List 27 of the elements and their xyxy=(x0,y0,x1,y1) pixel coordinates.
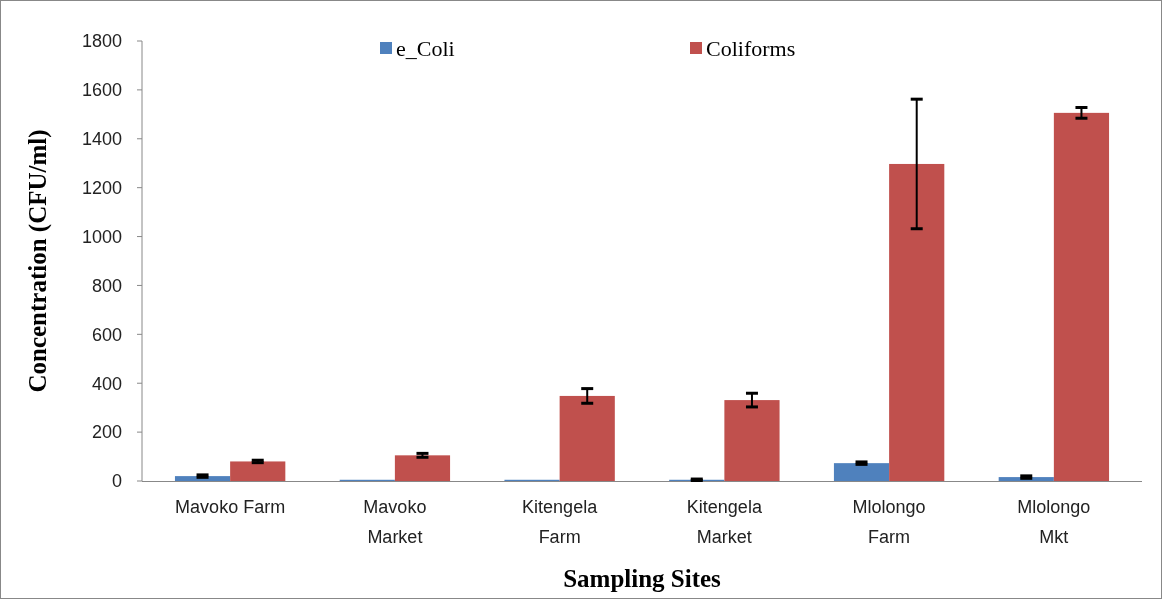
y-axis-title: Concentration (CFU/ml) xyxy=(24,129,52,393)
y-tick-label: 1600 xyxy=(81,80,122,101)
bar xyxy=(230,461,286,481)
bar xyxy=(724,400,780,481)
y-tick-label: 0 xyxy=(111,471,122,492)
x-tick-label: Mavoko Farm xyxy=(175,497,286,517)
y-tick-label: 200 xyxy=(91,422,122,443)
x-tick-label: Mlolongo Mkt xyxy=(1017,497,1091,547)
bar xyxy=(833,463,890,481)
y-tick-label: 1800 xyxy=(81,31,122,52)
x-tick-label: Mlolongo Farm xyxy=(852,497,926,547)
x-tick-label: Kitengela Farm xyxy=(522,497,599,547)
y-tick-label: 1200 xyxy=(81,177,122,198)
bar xyxy=(559,395,615,481)
legend-label: e_Coli xyxy=(396,35,455,61)
legend-label: Coliforms xyxy=(706,35,796,61)
x-axis-title: Sampling Sites xyxy=(563,565,722,592)
y-tick-label: 400 xyxy=(91,373,122,394)
y-tick-label: 600 xyxy=(91,324,122,345)
bar xyxy=(889,163,945,481)
bar xyxy=(394,455,451,481)
x-tick-label: Kitengela Market xyxy=(686,497,763,547)
x-tick-label: Mavoko Market xyxy=(363,497,427,547)
y-tick-label: 800 xyxy=(91,275,122,296)
bar xyxy=(1053,112,1110,481)
y-tick-label: 1000 xyxy=(81,226,122,247)
y-tick-label: 1400 xyxy=(81,129,122,150)
